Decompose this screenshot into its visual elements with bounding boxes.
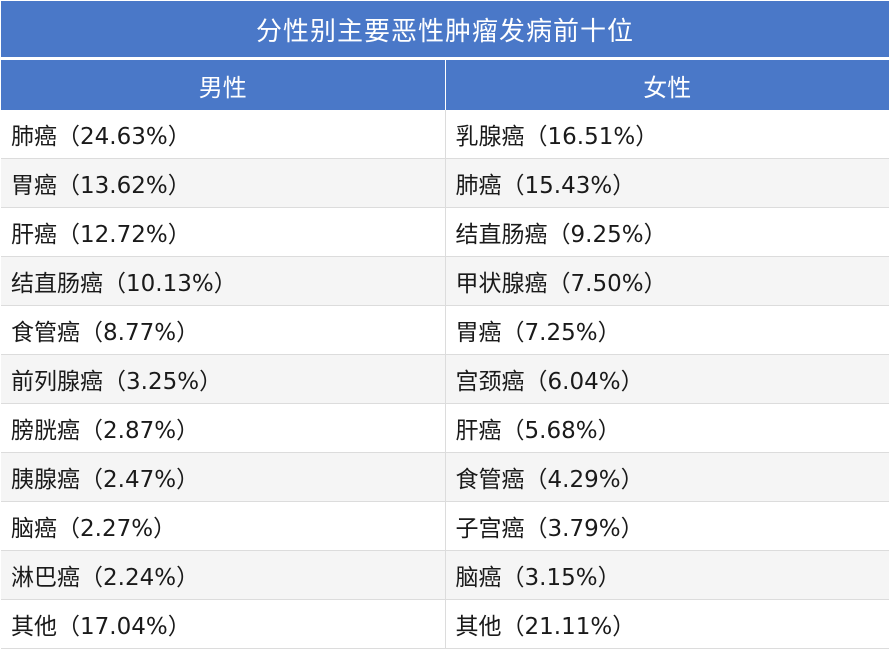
table-body: 肺癌（24.63%） 乳腺癌（16.51%） 胃癌（13.62%） 肺癌（15.… xyxy=(1,110,889,649)
male-cell: 其他（17.04%） xyxy=(11,614,191,640)
table-row: 食管癌（8.77%） 胃癌（7.25%） xyxy=(1,306,889,355)
table-row: 结直肠癌（10.13%） 甲状腺癌（7.50%） xyxy=(1,257,889,306)
female-cell: 子宫癌（3.79%） xyxy=(444,502,890,550)
female-cell: 肺癌（15.43%） xyxy=(444,159,890,207)
male-cell: 肝癌（12.72%） xyxy=(11,222,191,248)
table-row: 膀胱癌（2.87%） 肝癌（5.68%） xyxy=(1,404,889,453)
female-cell: 其他（21.11%） xyxy=(444,600,890,648)
male-cell: 结直肠癌（10.13%） xyxy=(11,271,237,297)
female-cell: 甲状腺癌（7.50%） xyxy=(444,257,890,305)
male-cell: 胃癌（13.62%） xyxy=(11,173,191,199)
female-cell: 结直肠癌（9.25%） xyxy=(444,208,890,256)
male-cell: 淋巴癌（2.24%） xyxy=(11,565,200,591)
table-row: 其他（17.04%） 其他（21.11%） xyxy=(1,600,889,649)
table-row: 脑癌（2.27%） 子宫癌（3.79%） xyxy=(1,502,889,551)
table-row: 肺癌（24.63%） 乳腺癌（16.51%） xyxy=(1,110,889,159)
female-cell: 乳腺癌（16.51%） xyxy=(444,110,890,158)
female-cell: 胃癌（7.25%） xyxy=(444,306,890,354)
table-row: 肝癌（12.72%） 结直肠癌（9.25%） xyxy=(1,208,889,257)
table-row: 胰腺癌（2.47%） 食管癌（4.29%） xyxy=(1,453,889,502)
table-header-row: 男性 女性 xyxy=(1,60,889,110)
female-cell: 脑癌（3.15%） xyxy=(444,551,890,599)
column-header-male: 男性 xyxy=(198,73,247,102)
female-cell: 宫颈癌（6.04%） xyxy=(444,355,890,403)
male-cell: 前列腺癌（3.25%） xyxy=(11,369,223,395)
table-row: 淋巴癌（2.24%） 脑癌（3.15%） xyxy=(1,551,889,600)
female-cell: 肝癌（5.68%） xyxy=(444,404,890,452)
column-header-female: 女性 xyxy=(444,60,890,110)
table-title: 分性别主要恶性肿瘤发病前十位 xyxy=(1,1,889,57)
table-row: 前列腺癌（3.25%） 宫颈癌（6.04%） xyxy=(1,355,889,404)
table-row: 胃癌（13.62%） 肺癌（15.43%） xyxy=(1,159,889,208)
male-cell: 食管癌（8.77%） xyxy=(11,320,200,346)
male-cell: 肺癌（24.63%） xyxy=(11,124,191,150)
female-cell: 食管癌（4.29%） xyxy=(444,453,890,501)
male-cell: 胰腺癌（2.47%） xyxy=(11,467,200,493)
male-cell: 膀胱癌（2.87%） xyxy=(11,418,200,444)
male-cell: 脑癌（2.27%） xyxy=(11,516,177,542)
